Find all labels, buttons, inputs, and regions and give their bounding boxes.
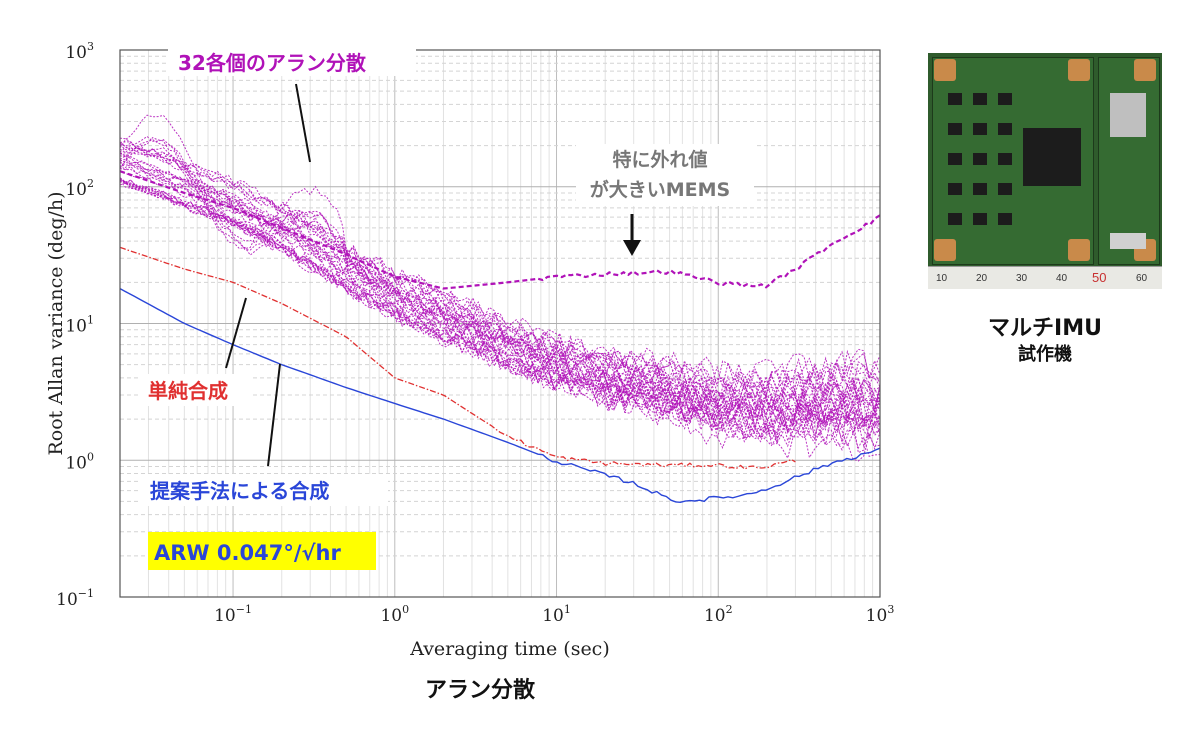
individual-allan-line (119, 136, 881, 439)
proposed-pointer-line (267, 363, 281, 467)
mems-chip (998, 123, 1012, 135)
individual-allan-line (119, 141, 881, 429)
y-axis-label: Root Allan variance (deg/h) (45, 191, 67, 455)
allan-variance-chart: 10−1 100 101 102 103 10−1 100 101 102 103 Averagin… (45, 40, 895, 660)
mems-chip (948, 153, 962, 165)
individual-allan-line (119, 143, 881, 387)
outlier-annotation-line1: 特に外れ値 (612, 148, 707, 171)
proposed-fusion-line (119, 287, 881, 504)
ruler-label: 40 (1056, 273, 1068, 284)
side-board (1098, 57, 1160, 265)
individual-allan-line (119, 139, 881, 454)
photo-title: マルチIMU (988, 316, 1102, 341)
imu-board-photo: 10 20 30 40 50 60 (928, 53, 1162, 289)
sd-card-slot (1110, 93, 1146, 137)
simple-fusion-line (119, 246, 796, 470)
individual-allan-line (119, 170, 881, 442)
individual-allan-line (119, 168, 881, 408)
corner-pad (1134, 59, 1156, 81)
y-tick-label: 103 (65, 40, 94, 63)
corner-pad (934, 239, 956, 261)
individual-allan-line (119, 177, 881, 462)
outlier-annotation-line2: が大きいMEMS (590, 178, 730, 201)
annotation-background (140, 374, 252, 406)
ruler-label: 30 (1016, 273, 1028, 284)
y-tick-label: 10−1 (56, 587, 94, 610)
individual-allan-line (119, 159, 881, 405)
ruler-label: 50 (1092, 270, 1107, 285)
x-tick-label: 100 (380, 603, 409, 626)
mems-chip (973, 183, 987, 195)
y-tick-label: 101 (65, 314, 94, 337)
individual-allan-line (119, 145, 881, 391)
annotation-background (168, 46, 416, 76)
mems-chip (973, 153, 987, 165)
annotation-background (140, 474, 388, 506)
y-tick-label: 100 (65, 450, 94, 473)
individual-pointer-line (295, 83, 311, 163)
mems-chip (948, 183, 962, 195)
x-axis-label: Averaging time (sec) (409, 638, 610, 660)
individual-allan-line (119, 137, 881, 410)
y-tick-label: 102 (65, 177, 94, 200)
individual-allan-line (119, 158, 881, 457)
individual-allan-line (119, 135, 881, 397)
outlier-mems-line (119, 170, 881, 290)
mems-chip (998, 183, 1012, 195)
plot-frame (119, 49, 881, 598)
arw-highlight (148, 532, 376, 570)
mems-chip (998, 153, 1012, 165)
outlier-arrow-head (623, 240, 641, 256)
mems-chip (973, 93, 987, 105)
mems-chip (998, 93, 1012, 105)
mems-chip (948, 93, 962, 105)
x-tick-label: 10−1 (214, 603, 252, 626)
ruler-label: 20 (976, 273, 988, 284)
mems-chip (973, 213, 987, 225)
individual-series-group (119, 114, 881, 462)
mems-chip (973, 123, 987, 135)
ruler-label: 60 (1136, 273, 1148, 284)
individual-allan-line (119, 155, 881, 397)
mems-chip (948, 213, 962, 225)
usb-connector (1110, 233, 1146, 249)
processor-chip (1023, 128, 1081, 186)
individual-annotation: 32各個のアラン分散 (178, 51, 367, 75)
mems-chip (998, 213, 1012, 225)
simple-pointer-line (225, 297, 247, 369)
corner-pad (934, 59, 956, 81)
individual-allan-line (119, 182, 881, 444)
x-tick-label: 103 (866, 603, 895, 626)
photo-subtitle: 試作機 (1018, 344, 1072, 365)
arw-annotation: ARW 0.047°/√hr (154, 541, 341, 565)
individual-allan-line (119, 179, 881, 440)
mems-chip (948, 123, 962, 135)
x-tick-label: 102 (704, 603, 733, 626)
ruler-label: 10 (936, 273, 948, 284)
annotation-background (576, 144, 754, 206)
simple-fusion-annotation: 単純合成 (148, 379, 228, 403)
corner-pad (1068, 239, 1090, 261)
individual-allan-line (119, 144, 881, 419)
corner-pad (1068, 59, 1090, 81)
x-tick-label: 101 (542, 603, 571, 626)
proposed-fusion-annotation: 提案手法による合成 (150, 479, 329, 503)
chart-caption: アラン分散 (424, 678, 535, 703)
ruler: 10 20 30 40 50 60 (928, 266, 1162, 289)
